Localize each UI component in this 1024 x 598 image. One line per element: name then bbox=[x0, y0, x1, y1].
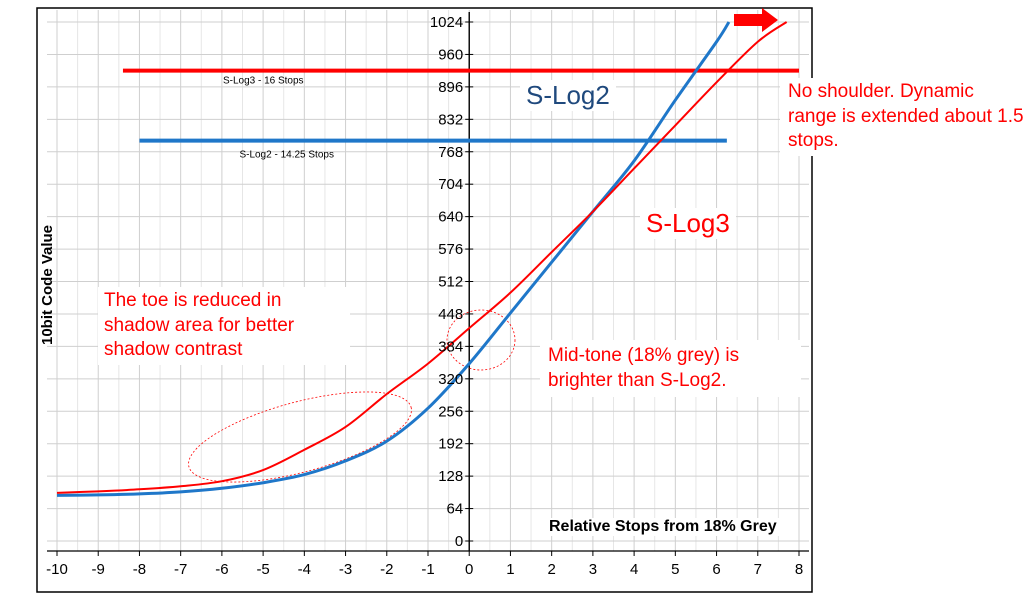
y-tick-label: 384 bbox=[438, 338, 463, 355]
x-tick-label: 6 bbox=[712, 561, 720, 578]
y-tick-label: 128 bbox=[438, 468, 463, 485]
x-tick-label: -7 bbox=[174, 561, 187, 578]
y-tick-label: 704 bbox=[438, 176, 463, 193]
axes bbox=[47, 12, 809, 556]
x-tick-label: 5 bbox=[671, 561, 679, 578]
x-tick-label: 8 bbox=[795, 561, 803, 578]
x-tick-label: -9 bbox=[92, 561, 105, 578]
y-tick-label: 448 bbox=[438, 306, 463, 323]
x-tick-label: -10 bbox=[46, 561, 68, 578]
x-tick-label: -4 bbox=[298, 561, 311, 578]
x-tick-label: -8 bbox=[133, 561, 146, 578]
x-axis-label: Relative Stops from 18% Grey bbox=[545, 518, 781, 536]
annotation-toe: The toe is reduced in shadow area for be… bbox=[98, 287, 350, 366]
x-tick-label: 4 bbox=[630, 561, 638, 578]
midtone-highlight bbox=[446, 309, 516, 371]
x-tick-label: -2 bbox=[380, 561, 393, 578]
y-tick-label: 576 bbox=[438, 241, 463, 258]
x-tick-label: -3 bbox=[339, 561, 352, 578]
y-tick-label: 192 bbox=[438, 436, 463, 453]
x-tick-label: 1 bbox=[506, 561, 514, 578]
y-tick-label: 64 bbox=[447, 501, 464, 518]
y-tick-label: 0 bbox=[455, 533, 463, 550]
toe-highlight bbox=[188, 391, 412, 483]
y-tick-label: 1024 bbox=[430, 14, 463, 31]
x-tick-labels: -10 -9 -8 -7 -6 -5 -4 -3 -2 -1 0 1 2 3 4 5 6 7 8 bbox=[46, 561, 803, 578]
annotation-midtone: Mid-tone (18% grey) is brighter than S-L… bbox=[540, 340, 801, 398]
range-line-label: S-Log2 - 14.25 Stops bbox=[239, 150, 334, 161]
annotation-shoulder: No shoulder. Dynamic range is extended a… bbox=[780, 78, 1024, 157]
series-group bbox=[56, 21, 788, 497]
y-tick-label: 896 bbox=[438, 79, 463, 96]
series-line bbox=[56, 21, 731, 497]
x-tick-label: -1 bbox=[421, 561, 434, 578]
series-line bbox=[56, 21, 788, 494]
series-label-slog2: S-Log2 bbox=[520, 80, 616, 111]
x-tick-label: 2 bbox=[547, 561, 555, 578]
y-tick-label: 320 bbox=[438, 371, 463, 388]
y-tick-label: 832 bbox=[438, 111, 463, 128]
arrow-icon bbox=[734, 8, 778, 32]
x-tick-label: 0 bbox=[465, 561, 473, 578]
x-tick-label: -6 bbox=[215, 561, 228, 578]
grid bbox=[47, 10, 809, 551]
y-tick-label: 768 bbox=[438, 144, 463, 161]
y-tick-label: 640 bbox=[438, 209, 463, 226]
range-lines: S-Log3 - 16 Stops S-Log2 - 14.25 Stops bbox=[122, 68, 799, 161]
series-label-slog3: S-Log3 bbox=[640, 208, 736, 239]
y-tick-labels: 0 64 128 192 256 320 384 448 512 576 640 704 768 832 8… bbox=[430, 14, 463, 550]
range-line-label: S-Log3 - 16 Stops bbox=[223, 76, 304, 87]
x-tick-label: 3 bbox=[589, 561, 597, 578]
y-tick-label: 960 bbox=[438, 46, 463, 63]
y-axis-label: 10bit Code Value bbox=[39, 225, 56, 345]
x-tick-label: 7 bbox=[754, 561, 762, 578]
y-tick-label: 512 bbox=[438, 274, 463, 291]
highlight-ellipses bbox=[188, 309, 516, 483]
x-tick-label: -5 bbox=[256, 561, 269, 578]
y-tick-label: 256 bbox=[438, 403, 463, 420]
